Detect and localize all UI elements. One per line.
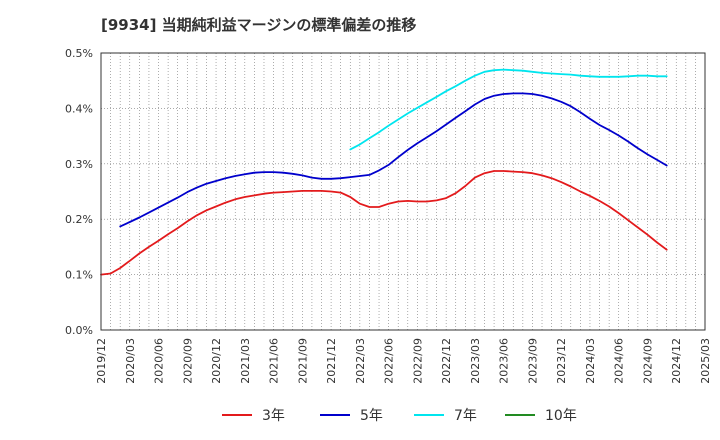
x-tick-label: 2023/03 — [469, 338, 482, 384]
x-tick-label: 2020/12 — [210, 338, 223, 384]
x-tick-label: 2024/03 — [584, 338, 597, 384]
x-tick-label: 2022/12 — [440, 338, 453, 384]
x-axis: 2019/12 2020/03 2020/06 2020/09 2020/12 2021/… — [95, 338, 712, 384]
y-axis: 0.0% 0.1% 0.2% 0.3% 0.4% 0.5% — [65, 47, 93, 337]
x-tick-label: 2021/12 — [325, 338, 338, 384]
legend: 3年 5年 7年 10年 — [222, 408, 577, 424]
series-line-1 — [119, 92, 668, 228]
x-tick-label: 2020/06 — [153, 338, 166, 384]
x-tick-label: 2023/12 — [555, 338, 568, 384]
x-tick-label: 2020/09 — [181, 338, 194, 384]
grid — [101, 53, 705, 330]
y-tick-label: 0.4% — [65, 102, 93, 115]
y-tick-label: 0.5% — [65, 47, 93, 60]
legend-label-0: 3年 — [262, 408, 285, 424]
legend-label-1: 5年 — [360, 408, 383, 424]
x-tick-label: 2022/06 — [383, 338, 396, 384]
x-tick-label: 2025/03 — [699, 338, 712, 384]
x-tick-label: 2023/06 — [498, 338, 511, 384]
y-tick-label: 0.0% — [65, 324, 93, 337]
x-tick-label: 2021/06 — [268, 338, 281, 384]
legend-label-2: 7年 — [454, 408, 477, 424]
plot-frame — [100, 52, 706, 331]
x-tick-label: 2024/12 — [670, 338, 683, 384]
x-tick-label: 2022/09 — [411, 338, 424, 384]
chart-title: [9934] 当期純利益マージンの標準偏差の推移 — [101, 16, 416, 34]
x-tick-label: 2024/06 — [613, 338, 626, 384]
series-line-2 — [349, 68, 668, 151]
x-tick-label: 2024/09 — [641, 338, 654, 384]
legend-label-3: 10年 — [545, 408, 577, 424]
x-tick-label: 2020/03 — [124, 338, 137, 384]
y-tick-label: 0.2% — [65, 213, 93, 226]
y-tick-label: 0.3% — [65, 158, 93, 171]
x-tick-label: 2019/12 — [95, 338, 108, 384]
y-tick-label: 0.1% — [65, 269, 93, 282]
x-tick-label: 2023/09 — [526, 338, 539, 384]
x-tick-label: 2022/03 — [354, 338, 367, 384]
x-tick-label: 2021/09 — [296, 338, 309, 384]
series-line-0 — [100, 170, 668, 276]
x-tick-label: 2021/03 — [239, 338, 252, 384]
series-lines — [100, 68, 668, 276]
